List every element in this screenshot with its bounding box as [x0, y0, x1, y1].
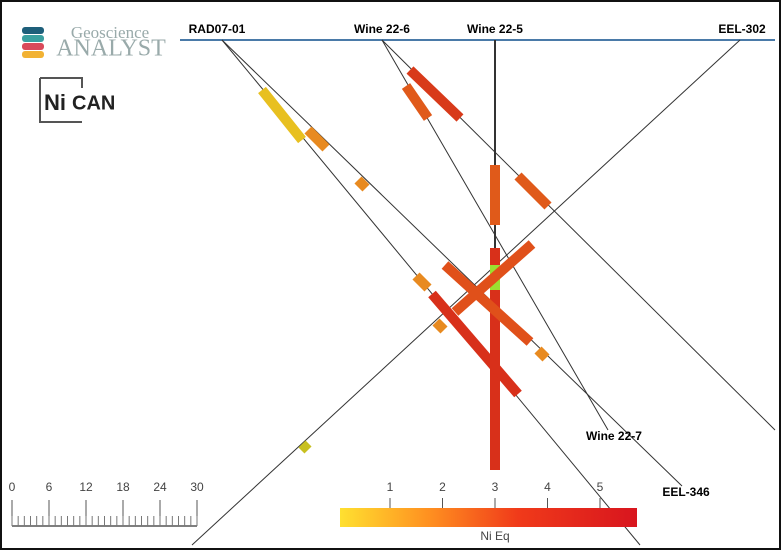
color-tick-label: 5: [597, 480, 604, 494]
color-tick-label: 1: [387, 480, 394, 494]
scale-bar: 0 6 12 18 24 30: [9, 480, 204, 527]
scale-tick-label: 6: [46, 480, 53, 494]
hole-label: Wine 22-7: [586, 429, 642, 443]
scale-tick-label: 12: [79, 480, 93, 494]
color-tick-label: 3: [492, 480, 499, 494]
hole-label: Wine 22-5: [467, 22, 523, 36]
hole-label: EEL-302: [718, 22, 766, 36]
scale-tick-label: 30: [190, 480, 204, 494]
company-right: CAN: [72, 92, 115, 114]
color-bar: Ni Eq 1 2 3 4 5: [340, 480, 637, 543]
hole-label: EEL-346: [662, 485, 710, 499]
company-left: Ni: [44, 90, 66, 115]
color-tick-label: 4: [544, 480, 551, 494]
logo-bottom: ANALYST: [56, 36, 166, 62]
scale-tick-label: 0: [9, 480, 16, 494]
company-logo: Ni CAN: [39, 77, 115, 123]
color-tick-label: 2: [439, 480, 446, 494]
logo-top: Geoscience: [71, 23, 149, 42]
color-bar-label: Ni Eq: [480, 529, 509, 543]
assay-intervals: [258, 66, 552, 470]
logo: Geoscience ANALYST: [22, 23, 166, 62]
scale-tick-label: 18: [116, 480, 130, 494]
hole-label: Wine 22-6: [354, 22, 410, 36]
scale-tick-label: 24: [153, 480, 167, 494]
hole-label: RAD07-01: [189, 22, 246, 36]
color-ramp: [340, 508, 637, 527]
